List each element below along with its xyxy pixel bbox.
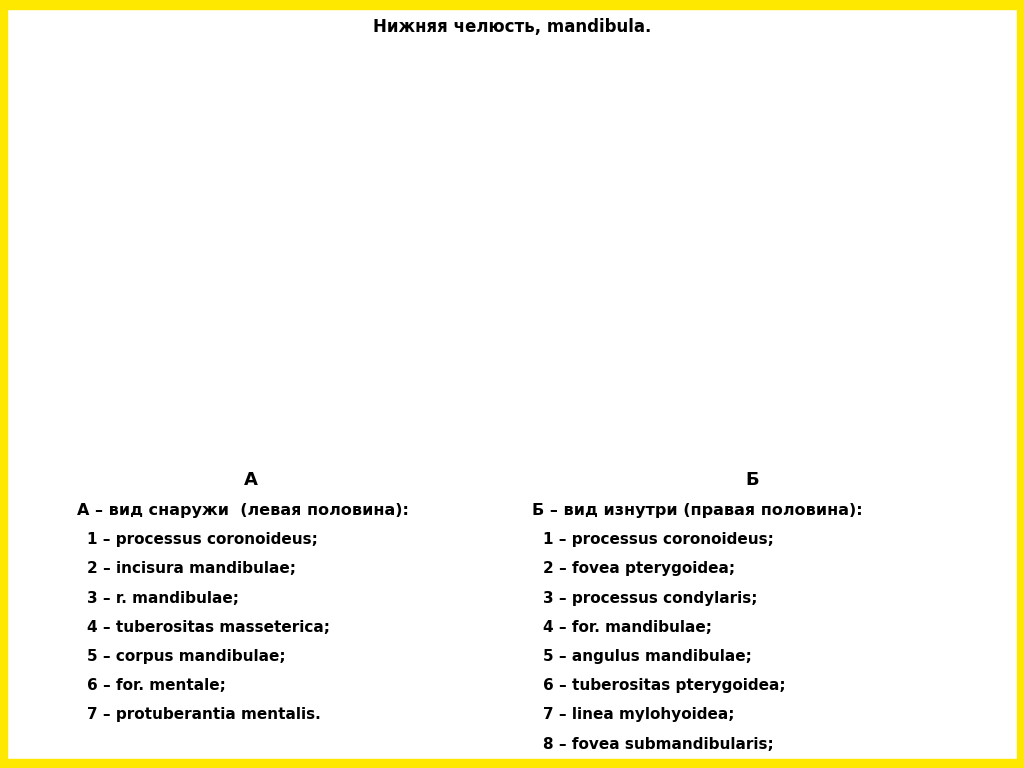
Text: 1 – processus coronoideus;: 1 – processus coronoideus; — [543, 532, 773, 548]
Text: 1 – processus coronoideus;: 1 – processus coronoideus; — [87, 532, 317, 548]
Text: 3 – r. mandibulae;: 3 – r. mandibulae; — [87, 591, 239, 606]
Text: 8 – fovea submandibularis;: 8 – fovea submandibularis; — [543, 737, 773, 752]
Text: 3 – processus condylaris;: 3 – processus condylaris; — [543, 591, 757, 606]
Text: Б – вид изнутри (правая половина):: Б – вид изнутри (правая половина): — [532, 503, 863, 518]
Text: 5 – angulus mandibulae;: 5 – angulus mandibulae; — [543, 649, 752, 664]
Text: 2 – fovea pterygoidea;: 2 – fovea pterygoidea; — [543, 561, 735, 577]
Bar — [0, 0, 1024, 9]
Text: 7 – linea mylohyoidea;: 7 – linea mylohyoidea; — [543, 707, 734, 723]
Text: Б: Б — [745, 471, 760, 489]
Bar — [1017, 0, 1024, 768]
Bar — [0, 759, 1024, 768]
Text: А: А — [244, 471, 258, 489]
Text: 4 – tuberositas masseterica;: 4 – tuberositas masseterica; — [87, 620, 330, 635]
Text: 7 – protuberantia mentalis.: 7 – protuberantia mentalis. — [87, 707, 321, 723]
Text: 6 – tuberositas pterygoidea;: 6 – tuberositas pterygoidea; — [543, 678, 785, 694]
Text: 5 – corpus mandibulae;: 5 – corpus mandibulae; — [87, 649, 286, 664]
Text: 4 – for. mandibulae;: 4 – for. mandibulae; — [543, 620, 712, 635]
Text: 6 – for. mentale;: 6 – for. mentale; — [87, 678, 226, 694]
Text: 9 – fovea sublingualis;: 9 – fovea sublingualis; — [543, 766, 734, 768]
Bar — [0, 0, 7, 768]
Text: А – вид снаружи  (левая половина):: А – вид снаружи (левая половина): — [77, 503, 409, 518]
Text: Нижняя челюсть, mandibula.: Нижняя челюсть, mandibula. — [373, 18, 651, 36]
Text: 2 – incisura mandibulae;: 2 – incisura mandibulae; — [87, 561, 296, 577]
